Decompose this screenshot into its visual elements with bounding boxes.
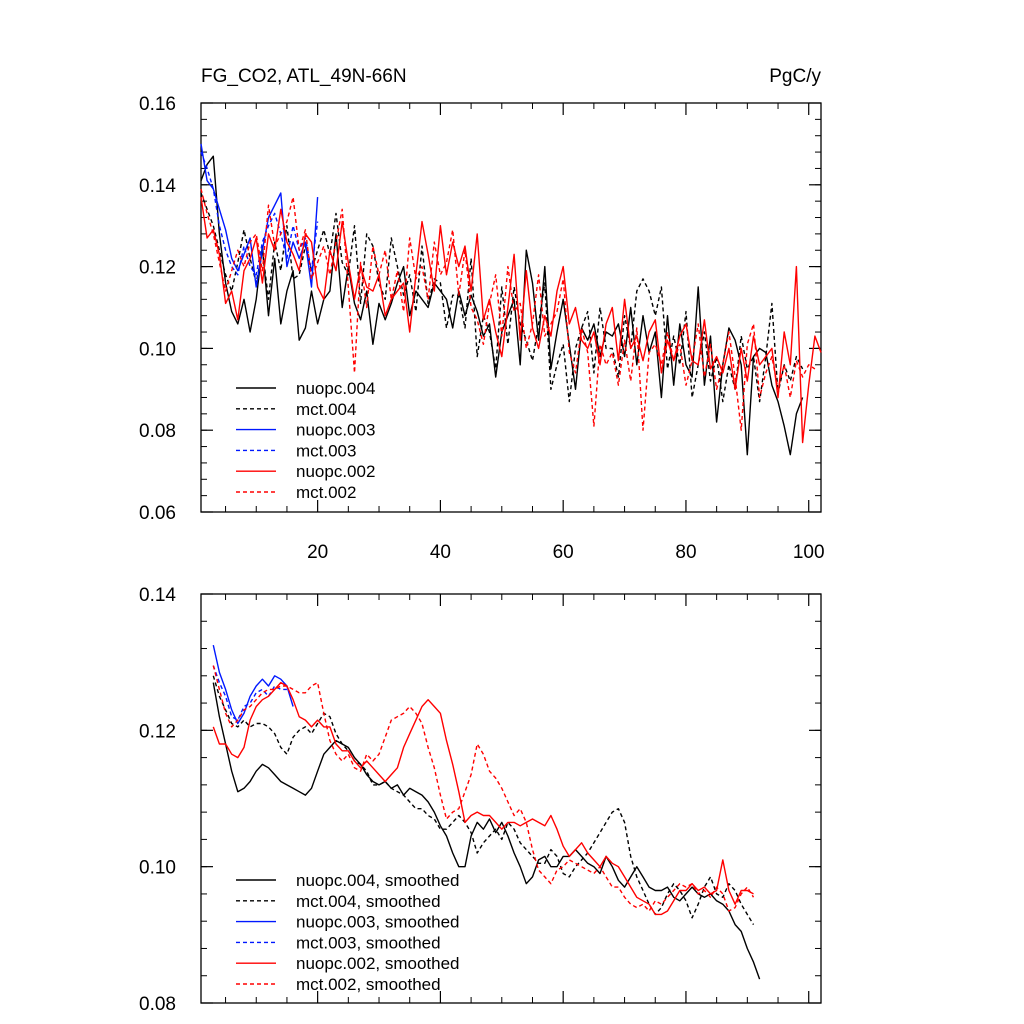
bottom-series-mct-004-smoothed [212,675,755,925]
top-series-nuopc-002 [200,196,822,444]
top-legend-label: nuopc.004 [296,379,375,398]
bottom-ytick-label: 0.08 [139,994,176,1015]
chart-title: FG_CO2, ATL_49N-66N [201,66,407,87]
top-ytick-label: 0.08 [139,421,176,442]
bottom-axis-ticks: 0.08 0.10 0.12 0.14 [139,585,821,1015]
top-series-group [200,143,822,456]
bottom-legend: nuopc.004, smoothed mct.004, smoothed nuop… [236,871,460,994]
top-series-mct-002 [200,188,816,431]
top-ytick-label: 0.16 [139,94,176,115]
bottom-series-nuopc-004-smoothed [212,682,761,980]
top-xtick-label: 40 [430,542,451,563]
top-series-nuopc-003 [200,143,319,288]
top-ytick-label: 0.14 [139,176,176,197]
bottom-legend-label: nuopc.002, smoothed [296,954,460,973]
top-xtick-label: 60 [553,542,574,563]
top-legend-label: mct.003 [296,441,356,460]
bottom-ytick-label: 0.14 [139,585,176,606]
bottom-series-nuopc-002-smoothed [212,681,754,916]
bottom-plot-frame [200,593,822,1004]
top-legend-label: mct.002 [296,483,356,502]
bottom-ytick-label: 0.12 [139,721,176,742]
bottom-legend-label: nuopc.004, smoothed [296,871,460,890]
top-series-nuopc-004 [200,155,804,456]
bottom-legend-label: mct.004, smoothed [296,892,441,911]
top-series-mct-004 [200,192,804,403]
top-legend-label: nuopc.003 [296,421,375,440]
bottom-legend-label: mct.003, smoothed [296,933,441,952]
chart-units-label: PgC/y [769,66,821,87]
bottom-series-mct-002-smoothed [212,665,755,912]
bottom-series-group [212,644,761,980]
top-plot-frame [200,102,822,513]
bottom-legend-label: nuopc.003, smoothed [296,913,460,932]
top-legend-label: mct.004 [296,400,356,419]
top-ytick-label: 0.06 [139,503,176,524]
bottom-series-nuopc-003-smoothed [212,644,294,725]
top-xtick-label: 20 [307,542,328,563]
top-ytick-label: 0.12 [139,258,176,279]
bottom-series-mct-003-smoothed [212,665,287,721]
bottom-legend-label: mct.002, smoothed [296,975,441,994]
bottom-ytick-label: 0.10 [139,858,176,879]
top-legend-label: nuopc.002 [296,462,375,481]
top-axis-ticks: 0.06 0.08 0.10 0.12 0.14 0.16 20 40 60 80 100 [139,94,825,563]
top-xtick-label: 100 [793,542,825,563]
top-xtick-label: 80 [675,542,696,563]
top-ytick-label: 0.10 [139,339,176,360]
